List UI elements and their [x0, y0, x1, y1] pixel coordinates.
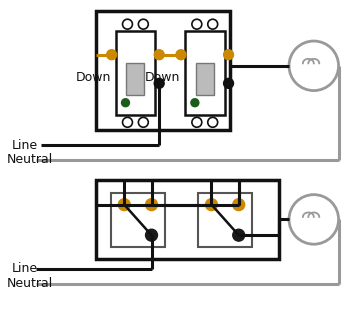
FancyBboxPatch shape [198, 193, 252, 247]
FancyBboxPatch shape [185, 31, 225, 115]
FancyBboxPatch shape [196, 63, 214, 95]
Circle shape [138, 117, 148, 127]
FancyBboxPatch shape [126, 63, 144, 95]
Circle shape [154, 50, 164, 60]
Text: Down: Down [75, 71, 111, 84]
Circle shape [192, 117, 202, 127]
Text: Down: Down [145, 71, 180, 84]
Circle shape [122, 19, 132, 29]
Circle shape [208, 19, 218, 29]
Circle shape [138, 19, 148, 29]
Circle shape [233, 199, 245, 210]
Circle shape [122, 99, 130, 107]
FancyBboxPatch shape [116, 31, 155, 115]
FancyBboxPatch shape [111, 193, 165, 247]
Circle shape [107, 50, 117, 60]
Circle shape [145, 199, 157, 210]
Circle shape [122, 117, 132, 127]
Circle shape [224, 50, 234, 60]
Circle shape [208, 117, 218, 127]
Circle shape [206, 199, 217, 210]
Circle shape [118, 199, 130, 210]
Text: Line: Line [12, 139, 38, 152]
Text: Line: Line [12, 263, 38, 276]
Circle shape [154, 78, 164, 88]
Circle shape [176, 50, 186, 60]
Circle shape [191, 99, 199, 107]
FancyBboxPatch shape [96, 180, 279, 259]
Circle shape [192, 19, 202, 29]
Text: Neutral: Neutral [6, 153, 53, 166]
FancyBboxPatch shape [96, 11, 230, 130]
Text: Neutral: Neutral [6, 277, 53, 290]
Circle shape [233, 229, 245, 241]
Circle shape [224, 78, 234, 88]
Circle shape [145, 229, 157, 241]
